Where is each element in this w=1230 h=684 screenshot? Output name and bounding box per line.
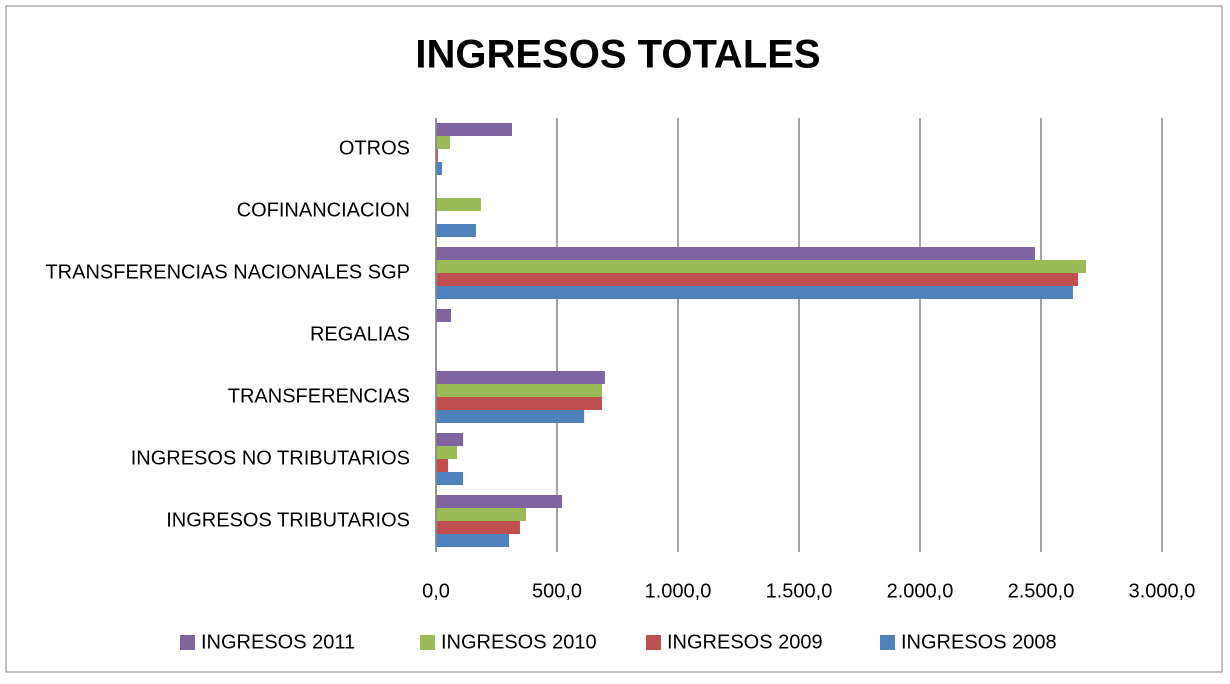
- legend-label: INGRESOS 2008: [901, 631, 1057, 653]
- bar: [436, 309, 452, 322]
- bar: [436, 260, 1087, 273]
- y-tick-label: OTROS: [339, 137, 410, 159]
- bar: [436, 384, 603, 397]
- bar: [436, 149, 438, 162]
- bar: [436, 136, 451, 149]
- bar: [436, 286, 1073, 299]
- y-tick-label: COFINANCIACION: [237, 199, 410, 221]
- legend-label: INGRESOS 2009: [667, 631, 823, 653]
- chart-frame: [5, 5, 1223, 673]
- bar: [436, 371, 605, 384]
- chart-title: INGRESOS TOTALES: [415, 33, 820, 77]
- bar: [436, 459, 449, 472]
- bar: [436, 472, 464, 485]
- x-tick-label: 2.500,0: [1008, 580, 1075, 602]
- legend-swatch: [880, 635, 895, 650]
- y-tick-label: TRANSFERENCIAS NACIONALES SGP: [45, 261, 410, 283]
- x-tick-label: 0,0: [422, 580, 450, 602]
- bar: [436, 521, 520, 534]
- bar: [436, 495, 563, 508]
- y-tick-label: TRANSFERENCIAS: [228, 385, 410, 407]
- x-tick-label: 500,0: [532, 580, 582, 602]
- bar: [436, 224, 476, 237]
- bar: [436, 534, 510, 547]
- bar: [436, 397, 603, 410]
- bar: [436, 446, 458, 459]
- y-tick-label: INGRESOS NO TRIBUTARIOS: [131, 447, 410, 469]
- bar: [436, 273, 1079, 286]
- bar: [436, 198, 482, 211]
- legend-label: INGRESOS 2010: [441, 631, 597, 653]
- x-tick-label: 3.000,0: [1129, 580, 1196, 602]
- x-tick-label: 1.500,0: [766, 580, 833, 602]
- x-tick-label: 1.000,0: [645, 580, 712, 602]
- bar: [436, 247, 1035, 260]
- y-tick-label: REGALIAS: [310, 323, 410, 345]
- legend-swatch: [180, 635, 195, 650]
- bar: [436, 410, 585, 423]
- x-tick-label: 2.000,0: [887, 580, 954, 602]
- bar: [436, 162, 443, 175]
- bar: [436, 508, 527, 521]
- legend-label: INGRESOS 2011: [201, 631, 355, 653]
- bar: [436, 433, 464, 446]
- bar: [436, 123, 512, 136]
- legend-swatch: [646, 635, 661, 650]
- y-tick-label: INGRESOS TRIBUTARIOS: [166, 509, 410, 531]
- legend-swatch: [420, 635, 435, 650]
